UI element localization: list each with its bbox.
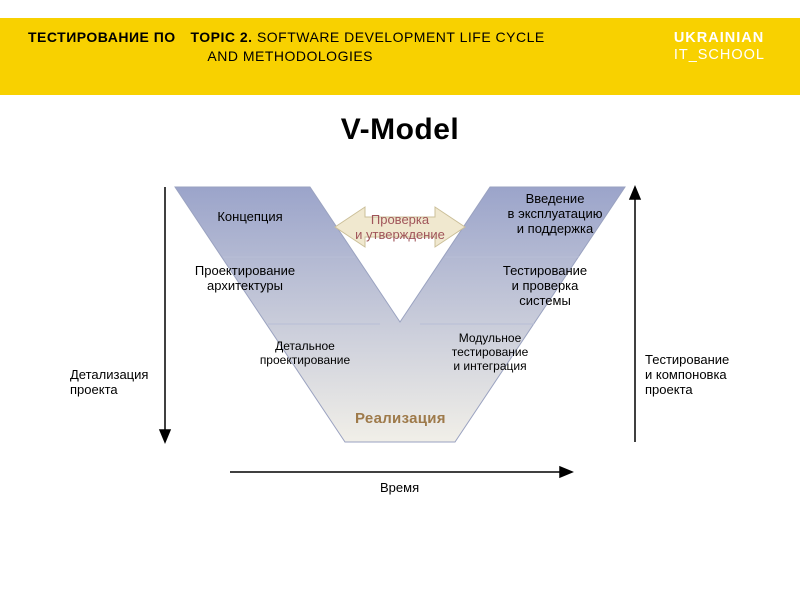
right-stage-2-l1: Тестирование [503,263,587,278]
center-arrow-l1: Проверка [371,212,429,227]
v-model-diagram: Концепция Проектирование архитектуры Дет… [90,172,710,552]
right-axis-l2: и компоновка [645,367,727,382]
left-stage-1: Концепция [195,210,305,225]
right-stage-3-l3: и интеграция [453,359,526,373]
right-stage-2-l2: и проверка [512,278,579,293]
bottom-axis-label: Время [380,480,419,495]
right-stage-3-l2: тестирование [452,345,529,359]
right-stage-1-l1: Введение [526,191,585,206]
left-stage-3-l1: Детальное [275,339,335,353]
bottom-axis-arrow-icon [230,467,572,477]
left-stage-2-l2: архитектуры [207,278,283,293]
right-stage-2: Тестирование и проверка системы [475,264,615,309]
realization-label: Реализация [355,410,446,427]
right-axis-l3: проекта [645,382,693,397]
right-stage-1-l2: в эксплуатацию [508,206,603,221]
left-stage-3: Детальное проектирование [230,340,380,368]
left-stage-3-l2: проектирование [260,353,350,367]
right-axis-label: Тестирование и компоновка проекта [645,352,745,397]
right-stage-3-l1: Модульное [459,331,522,345]
left-stage-2: Проектирование архитектуры [170,264,320,294]
right-axis-arrow-icon [630,187,640,442]
brand-line2: IT_SCHOOL [674,47,765,64]
header-title: ТЕСТИРОВАНИЕ ПО TOPIC 2. SOFTWARE DEVELO… [28,28,568,66]
right-axis-l1: Тестирование [645,352,729,367]
page-title: V-Model [0,113,800,147]
left-axis-l2: проекта [70,382,118,397]
course-name: ТЕСТИРОВАНИЕ ПО [28,29,176,45]
left-axis-arrow-icon [160,187,170,442]
right-stage-2-l3: системы [519,293,571,308]
right-stage-1: Введение в эксплуатацию и поддержка [485,192,625,237]
brand-line1: UKRAINIAN [674,30,765,47]
right-stage-3: Модульное тестирование и интеграция [420,332,560,373]
center-arrow-label: Проверка и утверждение [350,212,450,242]
brand: UKRAINIAN IT_SCHOOL [674,30,765,63]
left-stage-1-l1: Концепция [217,209,282,224]
left-axis-label: Детализация проекта [70,367,165,397]
right-stage-1-l3: и поддержка [517,221,593,236]
left-stage-2-l1: Проектирование [195,263,295,278]
center-arrow-l2: и утверждение [355,227,445,242]
topic-line2: AND METHODOLOGIES [207,48,373,64]
topic-line1: SOFTWARE DEVELOPMENT LIFE CYCLE [257,29,545,45]
topic-prefix: TOPIC 2. [190,29,252,45]
left-axis-l1: Детализация [70,367,148,382]
header-band: ТЕСТИРОВАНИЕ ПО TOPIC 2. SOFTWARE DEVELO… [0,0,800,95]
